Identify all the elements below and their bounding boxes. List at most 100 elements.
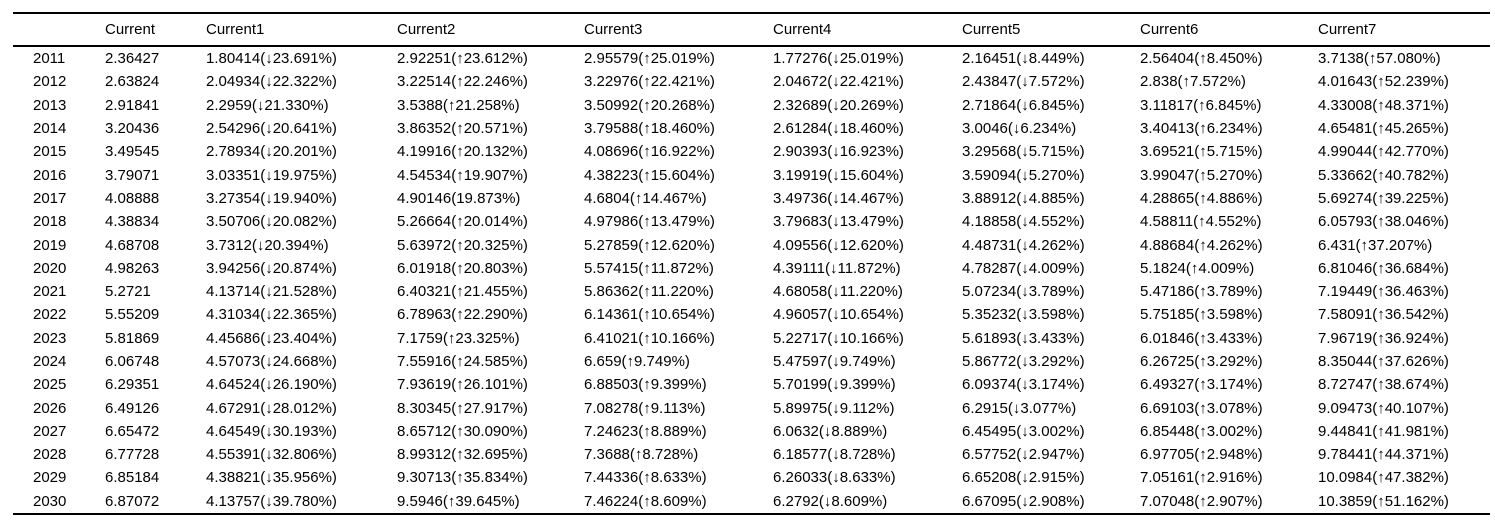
- value-cell: 3.19919(↓15.604%): [773, 166, 904, 184]
- column-header-current4: Current4: [773, 13, 962, 47]
- value-cell: 2.56404(↑8.450%): [1140, 50, 1263, 68]
- value-cell: 7.1759(↑23.325%): [397, 329, 520, 347]
- value-cell: 5.35232(↓3.598%): [962, 306, 1085, 324]
- value-cell: 2.90393(↓16.923%): [773, 143, 904, 161]
- value-cell: 6.49126: [105, 399, 160, 417]
- value-cell: 5.63972(↑20.325%): [397, 236, 528, 254]
- value-cell: 3.49545: [105, 143, 160, 161]
- value-cell: 8.99312(↑32.695%): [397, 446, 528, 464]
- value-cell: 6.14361(↑10.654%): [584, 306, 715, 324]
- value-cell: 5.75185(↑3.598%): [1140, 306, 1263, 324]
- value-cell: 2.95579(↑25.019%): [584, 50, 715, 68]
- value-cell: 7.07048(↑2.907%): [1140, 489, 1318, 515]
- value-cell: 6.659(↑9.749%): [584, 353, 690, 370]
- value-cell: 6.26725(↑3.292%): [1140, 353, 1263, 370]
- column-header-current7: Current7: [1318, 13, 1490, 47]
- value-cell: 4.96057(↓10.654%): [773, 306, 904, 324]
- value-cell: 8.35044(↑37.626%): [1318, 353, 1449, 370]
- value-cell: 7.44336(↑8.633%): [584, 469, 707, 487]
- value-cell: 6.87072: [105, 489, 206, 515]
- value-cell: 4.78287(↓4.009%): [962, 259, 1085, 277]
- value-cell: 3.69521(↑5.715%): [1140, 143, 1263, 161]
- value-cell: 3.22976(↑22.421%): [584, 73, 715, 91]
- value-cell: 4.33008(↑48.371%): [1318, 96, 1449, 114]
- value-cell: 7.3688(↑8.728%): [584, 446, 699, 464]
- value-cell: 7.24623(↑8.889%): [584, 422, 707, 440]
- value-cell: 4.39111(↓11.872%): [773, 259, 901, 277]
- year-cell: 2021: [33, 283, 67, 301]
- value-cell: 4.55391(↓32.806%): [206, 446, 337, 464]
- forecast-table-container: Current Current1 Current2 Current3 Current4 C…: [13, 12, 1490, 515]
- value-cell: 6.01918(↑20.803%): [397, 259, 528, 277]
- value-cell: 5.86362(↑11.220%): [584, 283, 714, 301]
- year-cell: 2022: [33, 306, 67, 324]
- year-cell: 2028: [33, 446, 67, 464]
- year-cell: 2018: [33, 213, 67, 231]
- value-cell: 5.61893(↓3.433%): [962, 329, 1085, 347]
- value-cell: 6.26033(↓8.633%): [773, 469, 896, 487]
- value-cell: 7.46224(↑8.609%): [584, 489, 773, 515]
- value-cell: 4.01643(↑52.239%): [1318, 73, 1449, 91]
- value-cell: 4.13714(↓21.528%): [206, 283, 337, 301]
- value-cell: 4.67291(↓28.012%): [206, 399, 337, 417]
- value-cell: 6.18577(↓8.728%): [773, 446, 896, 464]
- value-cell: 6.01846(↑3.433%): [1140, 329, 1263, 347]
- value-cell: 7.96719(↑36.924%): [1318, 329, 1449, 347]
- value-cell: 6.40321(↑21.455%): [397, 283, 528, 301]
- year-cell: 2024: [33, 353, 67, 370]
- value-cell: 3.7138(↑57.080%): [1318, 50, 1441, 68]
- value-cell: 5.26664(↑20.014%): [397, 213, 528, 231]
- value-cell: 6.65208(↓2.915%): [962, 469, 1085, 487]
- value-cell: 4.38821(↓35.956%): [206, 469, 337, 487]
- value-cell: 4.31034(↓22.365%): [206, 306, 337, 324]
- value-cell: 4.88684(↑4.262%): [1140, 236, 1263, 254]
- value-cell: 4.97986(↑13.479%): [584, 213, 715, 231]
- year-cell: 2027: [33, 422, 67, 440]
- value-cell: 3.79683(↓13.479%): [773, 213, 904, 231]
- year-column-header: [13, 13, 105, 47]
- value-cell: 6.49327(↑3.174%): [1140, 376, 1263, 394]
- value-cell: 4.38223(↑15.604%): [584, 166, 715, 184]
- value-cell: 3.20436: [105, 120, 160, 138]
- value-cell: 7.93619(↑26.101%): [397, 376, 528, 394]
- table-row-2024: 2024 6.06748 4.57073(↓24.668%) 7.55916(↑24.…: [13, 350, 1490, 373]
- year-cell: 2023: [33, 329, 67, 347]
- value-cell: 2.04672(↓22.421%): [773, 73, 904, 91]
- value-cell: 2.78934(↓20.201%): [206, 143, 337, 161]
- table-row-2017: 2017 4.08888 3.27354(↓19.940%) 4.90146(19.8…: [13, 187, 1490, 210]
- value-cell: 3.94256(↓20.874%): [206, 259, 337, 277]
- value-cell: 3.03351(↓19.975%): [206, 166, 337, 184]
- value-cell: 6.77728: [105, 446, 160, 464]
- value-cell: 3.79588(↑18.460%): [584, 120, 715, 138]
- value-cell: 2.61284(↓18.460%): [773, 120, 904, 138]
- value-cell: 6.2915(↓3.077%): [962, 399, 1077, 417]
- value-cell: 3.7312(↓20.394%): [206, 236, 329, 254]
- value-cell: 3.49736(↓14.467%): [773, 189, 904, 207]
- table-row-2016: 2016 3.79071 3.03351(↓19.975%) 4.54534(↑19.…: [13, 163, 1490, 186]
- value-cell: 5.86772(↓3.292%): [962, 353, 1085, 370]
- value-cell: 4.65481(↑45.265%): [1318, 120, 1449, 138]
- value-cell: 6.85448(↑3.002%): [1140, 422, 1263, 440]
- value-cell: 3.59094(↓5.270%): [962, 166, 1085, 184]
- value-cell: 5.27859(↑12.620%): [584, 236, 715, 254]
- header-row: Current Current1 Current2 Current3 Current4 C…: [13, 13, 1490, 47]
- value-cell: 6.431(↑37.207%): [1318, 236, 1433, 254]
- value-cell: 3.0046(↓6.234%): [962, 120, 1077, 138]
- value-cell: 4.64524(↓26.190%): [206, 376, 337, 394]
- value-cell: 5.89975(↓9.112%): [773, 399, 895, 417]
- table-row-2018: 2018 4.38834 3.50706(↓20.082%) 5.26664(↑20.…: [13, 210, 1490, 233]
- value-cell: 1.77276(↓25.019%): [773, 50, 904, 68]
- value-cell: 6.29351: [105, 376, 160, 394]
- value-cell: 3.27354(↓19.940%): [206, 189, 337, 207]
- value-cell: 6.85184: [105, 469, 160, 487]
- value-cell: 4.90146(19.873%): [397, 189, 521, 207]
- value-cell: 3.22514(↑22.246%): [397, 73, 528, 91]
- column-header-current6: Current6: [1140, 13, 1318, 47]
- value-cell: 3.29568(↓5.715%): [962, 143, 1085, 161]
- value-cell: 3.11817(↑6.845%): [1140, 96, 1262, 114]
- value-cell: 9.5946(↑39.645%): [397, 489, 584, 515]
- table-row-2012: 2012 2.63824 2.04934(↓22.322%) 3.22514(↑22.…: [13, 70, 1490, 93]
- table-row-2022: 2022 5.55209 4.31034(↓22.365%) 6.78963(↑22.…: [13, 303, 1490, 326]
- value-cell: 3.88912(↓4.885%): [962, 189, 1085, 207]
- value-cell: 2.92251(↑23.612%): [397, 50, 528, 68]
